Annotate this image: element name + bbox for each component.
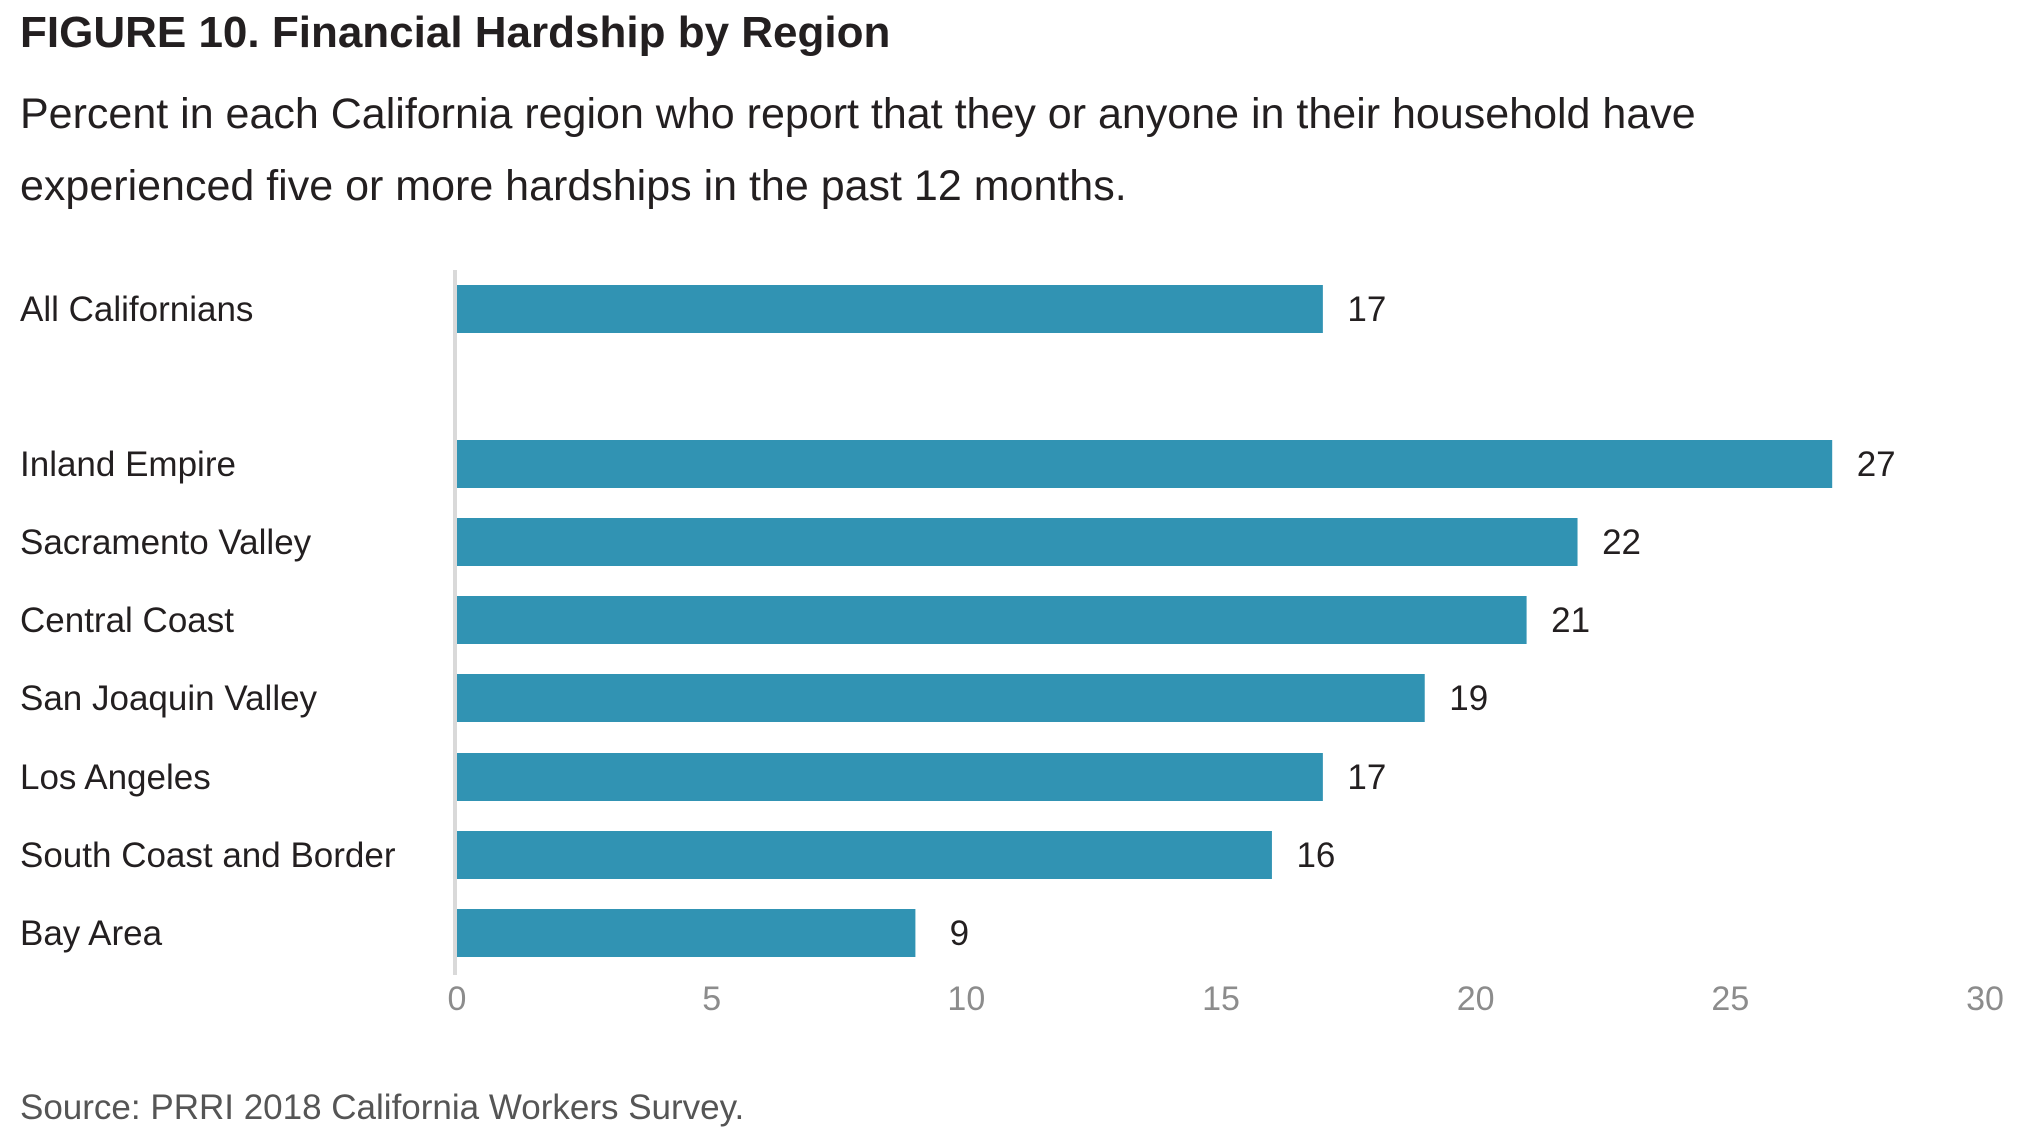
data-label-san-joaquin-valley: 19: [1449, 679, 1488, 718]
category-label-south-coast-and-border: South Coast and Border: [20, 836, 396, 875]
bar-san-joaquin-valley: [457, 674, 1425, 722]
bar-sacramento-valley: [457, 518, 1578, 566]
data-label-all-californians: 17: [1347, 290, 1386, 329]
data-labels: 17 27 22 21 19 17 16 9: [950, 290, 1896, 953]
x-tick-label-25: 25: [1711, 980, 1749, 1018]
x-tick-label-10: 10: [947, 980, 985, 1018]
bars: [457, 285, 1833, 957]
source-note: Source: PRRI 2018 California Workers Sur…: [20, 1088, 745, 1127]
category-label-central-coast: Central Coast: [20, 601, 234, 640]
bar-los-angeles: [457, 753, 1323, 801]
data-label-sacramento-valley: 22: [1602, 523, 1641, 562]
x-tick-label-30: 30: [1966, 980, 2004, 1018]
bar-south-coast-and-border: [457, 831, 1272, 879]
x-tick-label-5: 5: [702, 980, 721, 1018]
category-label-los-angeles: Los Angeles: [20, 758, 211, 797]
chart-subtitle: Percent in each California region who re…: [20, 90, 1696, 210]
category-label-sacramento-valley: Sacramento Valley: [20, 523, 312, 562]
x-tick-label-0: 0: [448, 980, 467, 1018]
category-label-all-californians: All Californians: [20, 290, 253, 329]
x-tick-label-20: 20: [1457, 980, 1495, 1018]
bar-bay-area: [457, 909, 916, 957]
category-label-bay-area: Bay Area: [20, 914, 163, 953]
category-label-san-joaquin-valley: San Joaquin Valley: [20, 679, 318, 718]
data-label-central-coast: 21: [1551, 601, 1590, 640]
data-label-south-coast-and-border: 16: [1296, 836, 1335, 875]
data-label-bay-area: 9: [950, 914, 969, 953]
category-labels: All Californians Inland Empire Sacramento …: [20, 290, 396, 953]
category-label-inland-empire: Inland Empire: [20, 445, 236, 484]
bar-all-californians: [457, 285, 1323, 333]
bar-inland-empire: [457, 440, 1833, 488]
data-label-los-angeles: 17: [1347, 758, 1386, 797]
chart-title: FIGURE 10. Financial Hardship by Region: [20, 8, 891, 57]
x-axis-tick-labels: 0 5 10 15 20 25 30: [448, 980, 2004, 1018]
x-tick-label-15: 15: [1202, 980, 1240, 1018]
data-label-inland-empire: 27: [1857, 445, 1896, 484]
bar-central-coast: [457, 596, 1527, 644]
